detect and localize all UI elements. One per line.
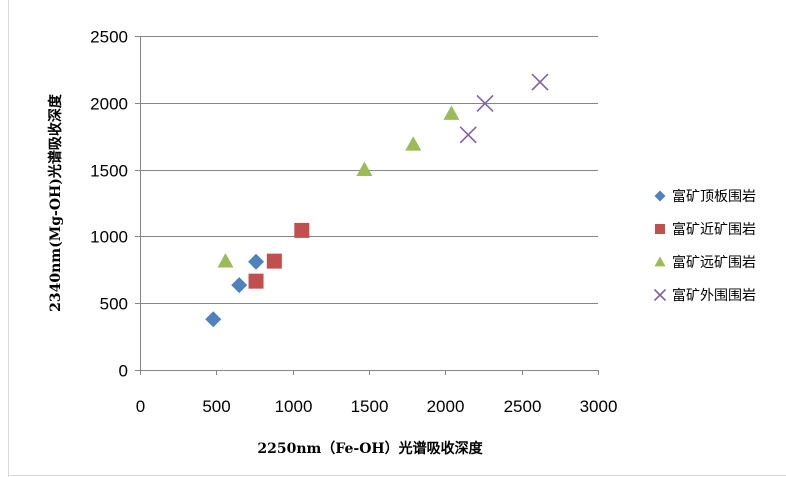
tick-labels: 0 500 1000 1500 2000 2500 0 500 1000 1500 2000 2500… bbox=[90, 28, 617, 417]
y-tick-label: 1500 bbox=[90, 162, 128, 181]
point-series-2-2 bbox=[266, 253, 282, 269]
point-series-4-1 bbox=[459, 126, 477, 144]
point-series-1-2 bbox=[231, 277, 248, 294]
legend-marker-4 bbox=[653, 288, 667, 302]
x-tick-label: 2500 bbox=[504, 397, 542, 416]
legend-label-2: 富矿近矿围岩 bbox=[672, 221, 756, 238]
point-series-4-1-stroke-b bbox=[459, 126, 477, 144]
point-series-3-2 bbox=[356, 161, 373, 176]
legend-marker-2 bbox=[655, 224, 665, 234]
data-points bbox=[205, 73, 549, 328]
x-tick-label: 500 bbox=[202, 397, 230, 416]
point-series-4-3 bbox=[531, 73, 549, 91]
axes bbox=[135, 36, 599, 375]
y-tick-label: 1000 bbox=[90, 228, 128, 247]
point-series-2-1 bbox=[248, 273, 264, 289]
legend-marker-3 bbox=[654, 256, 666, 267]
point-series-1-3 bbox=[248, 253, 265, 270]
point-series-4-2 bbox=[476, 94, 494, 113]
y-tick-label: 0 bbox=[119, 362, 128, 381]
x-tick-label: 2000 bbox=[427, 397, 465, 416]
legend-marker-4-stroke-b bbox=[653, 288, 667, 302]
point-series-2-3 bbox=[294, 222, 310, 238]
x-tick-label: 3000 bbox=[580, 397, 618, 416]
legend-label-1: 富矿顶板围岩 bbox=[672, 188, 756, 205]
point-series-4-3-stroke-b bbox=[531, 73, 549, 91]
y-tick-label: 2000 bbox=[90, 95, 128, 114]
x-tick-label: 0 bbox=[136, 397, 145, 416]
point-series-4-2-stroke-b bbox=[476, 94, 494, 113]
x-tick-label: 1500 bbox=[351, 397, 389, 416]
legend-marker-1 bbox=[654, 190, 666, 202]
point-series-3-1 bbox=[217, 253, 234, 268]
x-tick-label: 1000 bbox=[275, 397, 313, 416]
point-series-1-1 bbox=[205, 311, 222, 328]
y-axis-title: 2340nm(Mg-OH)光谱吸收深度 bbox=[47, 93, 64, 312]
point-series-3-3 bbox=[405, 136, 422, 151]
legend-label-3: 富矿远矿围岩 bbox=[672, 254, 756, 271]
x-axis-title: 2250nm（Fe-OH）光谱吸收深度 bbox=[257, 440, 483, 457]
point-series-3-4 bbox=[443, 105, 460, 120]
legend-label-4: 富矿外围围岩 bbox=[672, 287, 756, 304]
y-tick-label: 2500 bbox=[90, 28, 128, 47]
y-tick-label: 500 bbox=[100, 295, 128, 314]
